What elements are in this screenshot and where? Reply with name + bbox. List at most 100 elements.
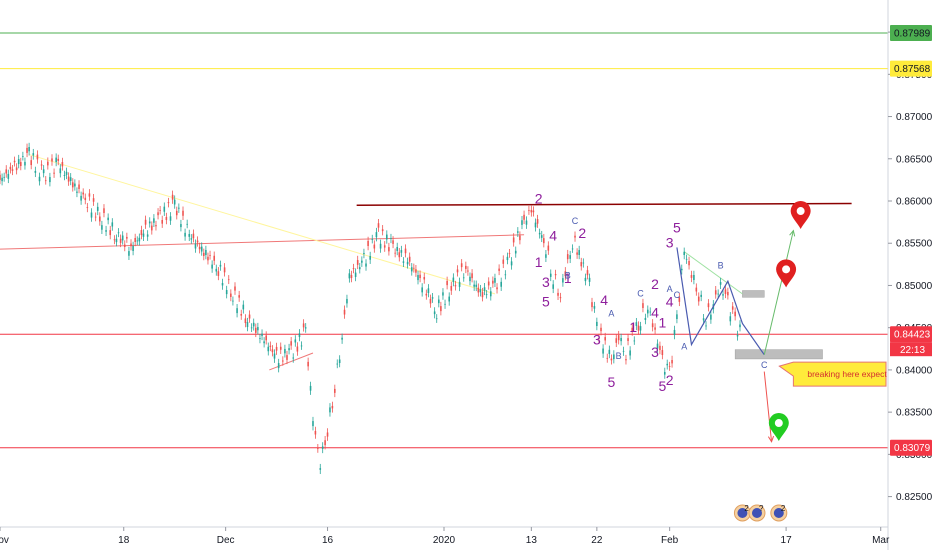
candle-body (450, 285, 453, 291)
candle-body (394, 252, 396, 254)
callout-layer: breaking here expect correction and more… (778, 361, 932, 387)
candle-body (205, 249, 207, 256)
candle-body (510, 261, 513, 266)
wave-label: B (616, 351, 622, 361)
trend-line (356, 202, 852, 206)
candle-body (319, 468, 322, 470)
candle-body (569, 255, 571, 259)
wave-label: 4 (600, 292, 608, 308)
candle-body (739, 324, 741, 328)
candle-body (574, 235, 576, 238)
candle-body (492, 280, 494, 284)
candle-body (552, 284, 554, 289)
candle-body (182, 210, 184, 216)
candle-body (371, 239, 374, 240)
candle-body (417, 275, 419, 281)
candle-body (194, 243, 197, 249)
candle-body (642, 303, 644, 308)
candle-body (47, 161, 49, 166)
candle-body (627, 338, 629, 342)
economic-event-icon[interactable]: 2 (770, 504, 788, 522)
flag-icon (773, 508, 784, 518)
wave-label: B (565, 271, 571, 281)
candle-body (584, 277, 587, 282)
candle-body (402, 261, 405, 263)
trend-line (0, 234, 525, 250)
wave-label: A (681, 342, 687, 352)
candle-body (157, 212, 159, 216)
candle-body (477, 287, 480, 293)
candle-body (549, 273, 552, 277)
candle-body (173, 199, 176, 205)
candle-body (153, 218, 155, 223)
candle-body (36, 154, 39, 160)
candle-body (557, 292, 559, 296)
candle-body (180, 224, 182, 228)
candle-body (92, 198, 95, 202)
wave-label: 1 (658, 315, 666, 331)
candle-body (1, 177, 3, 182)
y-tick-label: 0.84000 (896, 365, 932, 376)
candle-body (415, 269, 417, 273)
candle-body (654, 327, 656, 330)
candle-body (408, 256, 411, 262)
candle-body (279, 346, 282, 350)
wave-label: C (637, 288, 644, 298)
candle-body (350, 274, 353, 278)
candle-body (375, 232, 378, 238)
wave-label: 4 (666, 294, 674, 310)
candle-body (128, 251, 130, 256)
candle-body (90, 212, 93, 218)
event-count: 2 (744, 504, 749, 513)
candle-body (134, 237, 136, 242)
event-icons-layer[interactable]: 2? 2 (733, 504, 788, 522)
candle-body (200, 246, 203, 252)
candle-body (11, 169, 14, 171)
economic-event-icon[interactable]: 2 (733, 504, 751, 522)
candle-body (232, 300, 234, 302)
candle-body (523, 214, 525, 220)
candle-body (604, 337, 606, 341)
candle-body (377, 223, 380, 228)
candle-body (22, 156, 24, 157)
candle-body (190, 238, 193, 240)
candle-body (61, 162, 64, 167)
candle-body (475, 284, 478, 287)
candle-body (448, 296, 450, 302)
candle-body (113, 239, 116, 241)
candle-body (423, 277, 426, 280)
candle-body (15, 167, 18, 171)
candle-body (196, 240, 199, 243)
candle-body (673, 329, 676, 336)
candle-body (63, 175, 66, 176)
candle-body (221, 283, 224, 286)
candle-body (354, 272, 357, 277)
candle-body (582, 262, 585, 264)
candle-body (44, 180, 47, 182)
candle-body (352, 268, 355, 270)
price-level-label: 0.84423 (894, 330, 931, 341)
wave-label: 3 (666, 234, 674, 250)
candle-body (367, 240, 369, 246)
candle-body (456, 269, 459, 273)
candle-body (562, 278, 564, 283)
candle-body (469, 276, 471, 282)
candle-body (209, 255, 211, 256)
candle-body (498, 268, 500, 271)
economic-event-icon[interactable]: ? (748, 504, 766, 522)
candle-body (88, 193, 91, 197)
candle-body (547, 245, 550, 251)
candle-body (719, 282, 722, 285)
candle-body (697, 296, 700, 302)
candle-body (517, 231, 519, 233)
candle-body (671, 360, 673, 364)
candle-body (369, 256, 371, 260)
candle-body (296, 346, 299, 352)
candle-body (130, 243, 132, 247)
candle-body (317, 448, 319, 450)
candle-body (438, 299, 440, 304)
candle-body (494, 277, 496, 283)
candle-body (19, 162, 22, 167)
